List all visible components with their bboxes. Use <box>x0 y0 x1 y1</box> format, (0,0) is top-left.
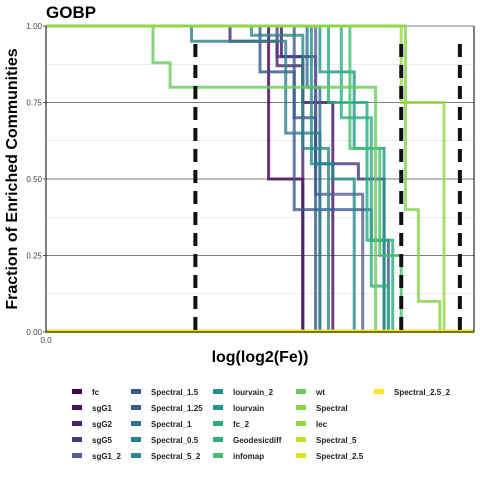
legend-swatch <box>374 389 384 394</box>
legend-label: sgG1 <box>92 404 113 413</box>
legend-swatch <box>296 453 306 458</box>
x-tick-label: 0.0 <box>40 336 52 345</box>
legend-swatch <box>213 405 223 410</box>
legend-swatch <box>213 437 223 442</box>
x-ticks: 0.0 <box>40 336 52 345</box>
legend-swatch <box>296 437 306 442</box>
legend-label: fc <box>92 388 100 397</box>
legend-swatch <box>72 389 82 394</box>
legend-swatch <box>72 421 82 426</box>
legend-swatch <box>131 389 141 394</box>
legend-swatch <box>296 421 306 426</box>
legend-swatch <box>296 405 306 410</box>
legend-swatch <box>72 453 82 458</box>
legend: fc sgG1 sgG2 sgG5 sgG1_2 Spectral_1.5 Spectral… <box>72 388 451 461</box>
vertical-dashed-lines <box>193 44 462 332</box>
legend-label: Spectral_5 <box>316 436 357 445</box>
legend-label: Spectral_5_2 <box>151 452 201 461</box>
x-axis-title: log(log2(Fe)) <box>212 349 309 366</box>
y-tick-label: 0.00 <box>26 328 42 337</box>
legend-label: fc_2 <box>233 420 250 429</box>
grid <box>46 25 474 295</box>
y-tick-label: 0.50 <box>26 175 42 184</box>
legend-label: Spectral_1.25 <box>151 404 203 413</box>
y-ticks: 0.00 0.25 0.50 0.75 1.00 <box>26 22 46 337</box>
legend-swatch <box>131 421 141 426</box>
legend-swatch <box>213 453 223 458</box>
legend-swatch <box>296 389 306 394</box>
legend-label: sgG5 <box>92 436 113 445</box>
legend-label: Spectral <box>316 404 348 413</box>
legend-label: lourvain <box>233 404 264 413</box>
series-line-Spectral <box>46 24 442 332</box>
y-tick-label: 0.25 <box>26 252 42 261</box>
legend-label: wt <box>315 388 325 397</box>
legend-label: Spectral_0.5 <box>151 436 199 445</box>
legend-label: Spectral_1 <box>151 420 192 429</box>
legend-label: Spectral_2.5 <box>316 452 364 461</box>
legend-label: sgG2 <box>92 420 113 429</box>
legend-label: Geodesicdiff <box>233 436 282 445</box>
legend-swatch <box>131 453 141 458</box>
y-tick-label: 0.75 <box>26 99 42 108</box>
legend-label: lec <box>316 420 328 429</box>
legend-swatch <box>72 437 82 442</box>
legend-swatch <box>131 437 141 442</box>
legend-label: infomap <box>233 452 264 461</box>
y-tick-label: 1.00 <box>26 22 42 31</box>
legend-label: sgG1_2 <box>92 452 121 461</box>
legend-label: Spectral_2.5_2 <box>394 388 451 397</box>
legend-swatch <box>131 405 141 410</box>
series-line-lec <box>46 24 446 332</box>
legend-swatch <box>213 421 223 426</box>
y-axis-title: Fraction of Enriched Communities <box>4 48 21 309</box>
legend-swatch <box>72 405 82 410</box>
legend-label: Spectral_1.5 <box>151 388 199 397</box>
legend-label: lourvain_2 <box>233 388 274 397</box>
chart-title: GOBP <box>46 3 96 22</box>
legend-swatch <box>213 389 223 394</box>
